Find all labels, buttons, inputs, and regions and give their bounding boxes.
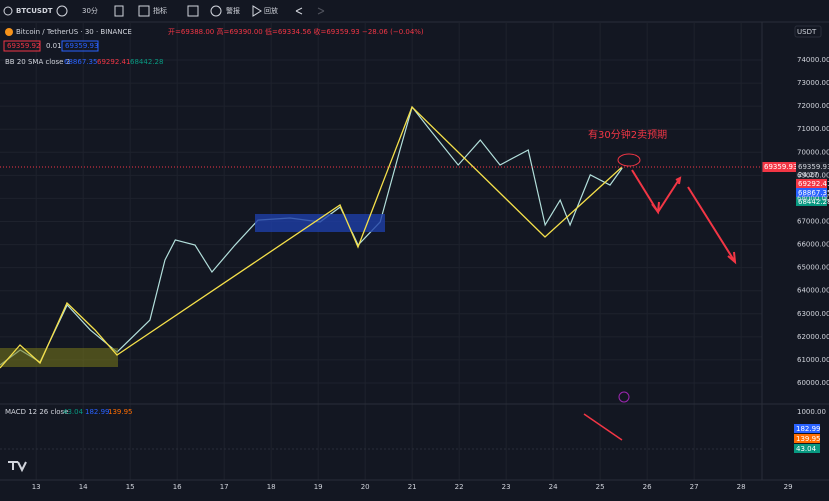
x-tick-label: 26 [643, 483, 652, 491]
coin-icon [5, 28, 13, 36]
indicators-icon[interactable] [138, 5, 150, 17]
macd-name: MACD 12 26 close [5, 408, 69, 416]
y-tick-label: 64000.00 [797, 287, 829, 295]
y-tick-label: 61000.00 [797, 356, 829, 364]
countdown: 24:27 [798, 171, 818, 179]
signal-tag-value: 139.95 [796, 435, 821, 443]
y-tick-label: 67000.00 [797, 218, 829, 226]
bb-basis-tag: 68867.35 [798, 189, 829, 197]
last-price: 69359.93 [764, 163, 797, 171]
x-tick-label: 29 [784, 483, 793, 491]
replay-icon[interactable] [252, 5, 262, 17]
x-tick-label: 27 [690, 483, 699, 491]
lower-tag [796, 197, 827, 206]
y-tick-label: 71000.00 [797, 125, 829, 133]
bb-upper: 69292.41 [97, 58, 130, 66]
toolbar [0, 0, 829, 22]
y-tick-label: 60000.00 [797, 379, 829, 387]
y-tick-label: 68000.00 [797, 194, 829, 202]
y-tick-label: 74000.00 [797, 56, 829, 64]
y-tick-label: 72000.00 [797, 102, 829, 110]
event-icon[interactable] [618, 391, 630, 403]
x-tick-label: 19 [314, 483, 323, 491]
y-tick-label: 73000.00 [797, 79, 829, 87]
alert-icon[interactable] [210, 5, 222, 17]
x-tick-label: 20 [361, 483, 370, 491]
y-tick-label: 62000.00 [797, 333, 829, 341]
indicators[interactable]: 指标 [153, 6, 167, 15]
alert[interactable]: 警报 [226, 6, 240, 15]
macd-tag-value: 182.99 [796, 425, 821, 433]
x-tick-label: 18 [267, 483, 276, 491]
x-tick-label: 14 [79, 483, 88, 491]
x-tick-label: 21 [408, 483, 417, 491]
x-tick-label: 16 [173, 483, 182, 491]
arrow-head [651, 176, 737, 265]
replay[interactable]: 回放 [264, 6, 278, 15]
highlight-ellipse [617, 153, 641, 167]
bb-lower-tag: 68442.28 [798, 198, 829, 206]
x-tick-label: 24 [549, 483, 558, 491]
spread: 0.01 [46, 42, 62, 50]
redo[interactable] [317, 7, 325, 15]
x-tick-label: 25 [596, 483, 605, 491]
bb-basis-tag: 69359.93 [798, 163, 829, 171]
x-tick-label: 15 [126, 483, 135, 491]
basis-tag [796, 188, 827, 197]
logo [8, 461, 27, 473]
currency[interactable]: USDT [797, 28, 817, 36]
chart-type[interactable] [114, 5, 124, 17]
arrow [583, 413, 623, 441]
x-tick-label: 17 [220, 483, 229, 491]
zone-box [255, 214, 385, 232]
macd-tag [794, 424, 820, 433]
bb-upper-tag: 69292.41 [798, 180, 829, 188]
upper-tag [796, 179, 827, 188]
annotation: 有30分钟2卖预期 [588, 128, 667, 141]
currency-box[interactable] [794, 25, 822, 38]
x-tick-label: 13 [32, 483, 41, 491]
add-symbol[interactable] [56, 5, 68, 17]
macd-axis-label: 1000.00 [797, 408, 826, 416]
buy-button[interactable] [61, 40, 99, 52]
templates[interactable] [187, 5, 199, 17]
zone-box [0, 348, 118, 367]
y-tick-label: 69000.00 [797, 171, 829, 179]
signal-value: 139.95 [108, 408, 133, 416]
x-tick-label: 22 [455, 483, 464, 491]
sell-button[interactable] [3, 40, 41, 52]
undo[interactable] [295, 7, 303, 15]
y-tick-label: 65000.00 [797, 264, 829, 272]
x-tick-label: 23 [502, 483, 511, 491]
bb-lower: 68442.28 [130, 58, 163, 66]
bb-basis: 68867.35 [64, 58, 97, 66]
macd-value: 182.99 [85, 408, 110, 416]
search-icon[interactable] [3, 6, 13, 16]
symbol[interactable]: BTCUSDT [16, 7, 53, 15]
last-tag [762, 162, 798, 172]
ohlc: 开=69388.00 高=69390.00 低=69334.56 收=69359… [168, 27, 424, 36]
legend-title: Bitcoin / TetherUS · 30 · BINANCE [16, 28, 132, 36]
macd-hist: 43.04 [63, 408, 84, 416]
y-tick-label: 70000.00 [797, 148, 829, 156]
hist-tag [794, 444, 820, 453]
buy-price[interactable]: 69359.93 [65, 42, 98, 50]
x-tick-label: 28 [737, 483, 746, 491]
bb-name: BB 20 SMA close 2 [5, 58, 70, 66]
y-tick-label: 66000.00 [797, 241, 829, 249]
y-tick-label: 63000.00 [797, 310, 829, 318]
hist-tag-value: 43.04 [796, 445, 817, 453]
zigzag-drawing [0, 105, 623, 369]
interval[interactable]: 30分 [82, 6, 98, 15]
signal-tag [794, 434, 820, 443]
sell-price[interactable]: 69359.92 [7, 42, 40, 50]
